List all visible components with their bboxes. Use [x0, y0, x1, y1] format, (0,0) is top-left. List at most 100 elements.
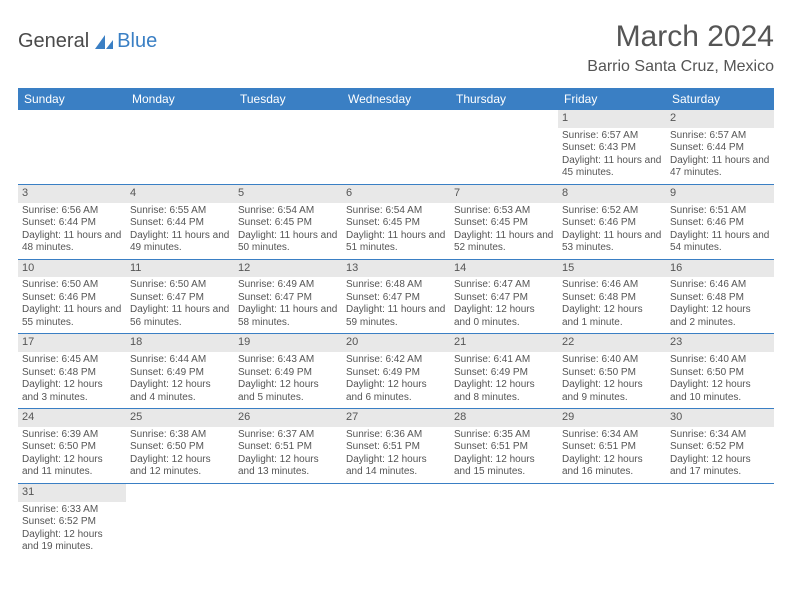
sunset: Sunset: 6:50 PM — [562, 367, 662, 380]
day-body: Sunrise: 6:37 AMSunset: 6:51 PMDaylight:… — [234, 427, 342, 483]
calendar-cell: 21Sunrise: 6:41 AMSunset: 6:49 PMDayligh… — [450, 334, 558, 409]
daylight: Daylight: 12 hours and 13 minutes. — [238, 454, 338, 479]
day-number: 19 — [234, 334, 342, 352]
header: General Blue March 2024 Barrio Santa Cru… — [18, 20, 774, 76]
sunset: Sunset: 6:44 PM — [670, 142, 770, 155]
day-number: 12 — [234, 260, 342, 278]
daylight: Daylight: 12 hours and 9 minutes. — [562, 379, 662, 404]
sunset: Sunset: 6:45 PM — [454, 217, 554, 230]
calendar-cell: 29Sunrise: 6:34 AMSunset: 6:51 PMDayligh… — [558, 409, 666, 484]
sunrise: Sunrise: 6:56 AM — [22, 205, 122, 218]
day-number: 10 — [18, 260, 126, 278]
calendar-cell: 2Sunrise: 6:57 AMSunset: 6:44 PMDaylight… — [666, 110, 774, 184]
sunrise: Sunrise: 6:52 AM — [562, 205, 662, 218]
weekday-header: Thursday — [450, 88, 558, 110]
calendar-cell: 27Sunrise: 6:36 AMSunset: 6:51 PMDayligh… — [342, 409, 450, 484]
daylight: Daylight: 12 hours and 10 minutes. — [670, 379, 770, 404]
calendar-cell: 11Sunrise: 6:50 AMSunset: 6:47 PMDayligh… — [126, 259, 234, 334]
day-body: Sunrise: 6:34 AMSunset: 6:51 PMDaylight:… — [558, 427, 666, 483]
day-body: Sunrise: 6:43 AMSunset: 6:49 PMDaylight:… — [234, 352, 342, 408]
day-number: 16 — [666, 260, 774, 278]
daylight: Daylight: 11 hours and 47 minutes. — [670, 155, 770, 180]
day-number: 9 — [666, 185, 774, 203]
sunrise: Sunrise: 6:43 AM — [238, 354, 338, 367]
day-number: 3 — [18, 185, 126, 203]
day-body: Sunrise: 6:50 AMSunset: 6:47 PMDaylight:… — [126, 277, 234, 333]
calendar-cell: 18Sunrise: 6:44 AMSunset: 6:49 PMDayligh… — [126, 334, 234, 409]
sunset: Sunset: 6:49 PM — [454, 367, 554, 380]
day-body: Sunrise: 6:49 AMSunset: 6:47 PMDaylight:… — [234, 277, 342, 333]
day-body: Sunrise: 6:40 AMSunset: 6:50 PMDaylight:… — [558, 352, 666, 408]
daylight: Daylight: 12 hours and 15 minutes. — [454, 454, 554, 479]
weekday-header: Sunday — [18, 88, 126, 110]
day-number: 4 — [126, 185, 234, 203]
day-body: Sunrise: 6:46 AMSunset: 6:48 PMDaylight:… — [666, 277, 774, 333]
sunrise: Sunrise: 6:47 AM — [454, 279, 554, 292]
sunset: Sunset: 6:51 PM — [454, 441, 554, 454]
sunrise: Sunrise: 6:57 AM — [562, 130, 662, 143]
sunrise: Sunrise: 6:42 AM — [346, 354, 446, 367]
day-body: Sunrise: 6:51 AMSunset: 6:46 PMDaylight:… — [666, 203, 774, 259]
day-body: Sunrise: 6:36 AMSunset: 6:51 PMDaylight:… — [342, 427, 450, 483]
logo-text-2: Blue — [117, 30, 157, 53]
daylight: Daylight: 11 hours and 53 minutes. — [562, 230, 662, 255]
day-number: 13 — [342, 260, 450, 278]
day-number: 30 — [666, 409, 774, 427]
sunrise: Sunrise: 6:44 AM — [130, 354, 230, 367]
sunrise: Sunrise: 6:40 AM — [670, 354, 770, 367]
sunrise: Sunrise: 6:45 AM — [22, 354, 122, 367]
sunset: Sunset: 6:50 PM — [670, 367, 770, 380]
calendar-cell: .. — [126, 483, 234, 557]
calendar-cell: 9Sunrise: 6:51 AMSunset: 6:46 PMDaylight… — [666, 184, 774, 259]
day-number: 26 — [234, 409, 342, 427]
daylight: Daylight: 11 hours and 52 minutes. — [454, 230, 554, 255]
weekday-header: Wednesday — [342, 88, 450, 110]
day-number: 5 — [234, 185, 342, 203]
daylight: Daylight: 12 hours and 12 minutes. — [130, 454, 230, 479]
day-body: Sunrise: 6:56 AMSunset: 6:44 PMDaylight:… — [18, 203, 126, 259]
day-body: Sunrise: 6:48 AMSunset: 6:47 PMDaylight:… — [342, 277, 450, 333]
calendar-cell: 22Sunrise: 6:40 AMSunset: 6:50 PMDayligh… — [558, 334, 666, 409]
day-number: 11 — [126, 260, 234, 278]
day-number: 6 — [342, 185, 450, 203]
day-number: 15 — [558, 260, 666, 278]
calendar-cell: 14Sunrise: 6:47 AMSunset: 6:47 PMDayligh… — [450, 259, 558, 334]
sunset: Sunset: 6:48 PM — [670, 292, 770, 305]
sunrise: Sunrise: 6:48 AM — [346, 279, 446, 292]
daylight: Daylight: 11 hours and 58 minutes. — [238, 304, 338, 329]
sunset: Sunset: 6:52 PM — [22, 516, 122, 529]
day-body: Sunrise: 6:55 AMSunset: 6:44 PMDaylight:… — [126, 203, 234, 259]
calendar-cell: 26Sunrise: 6:37 AMSunset: 6:51 PMDayligh… — [234, 409, 342, 484]
calendar-row: 31Sunrise: 6:33 AMSunset: 6:52 PMDayligh… — [18, 483, 774, 557]
sunrise: Sunrise: 6:37 AM — [238, 429, 338, 442]
day-body: Sunrise: 6:34 AMSunset: 6:52 PMDaylight:… — [666, 427, 774, 483]
day-number: 29 — [558, 409, 666, 427]
day-body: Sunrise: 6:57 AMSunset: 6:44 PMDaylight:… — [666, 128, 774, 184]
calendar-row: 17Sunrise: 6:45 AMSunset: 6:48 PMDayligh… — [18, 334, 774, 409]
calendar-cell: .. — [450, 483, 558, 557]
calendar-cell: 28Sunrise: 6:35 AMSunset: 6:51 PMDayligh… — [450, 409, 558, 484]
daylight: Daylight: 11 hours and 56 minutes. — [130, 304, 230, 329]
sunset: Sunset: 6:47 PM — [346, 292, 446, 305]
day-body: Sunrise: 6:52 AMSunset: 6:46 PMDaylight:… — [558, 203, 666, 259]
calendar-cell: 23Sunrise: 6:40 AMSunset: 6:50 PMDayligh… — [666, 334, 774, 409]
sunset: Sunset: 6:51 PM — [562, 441, 662, 454]
calendar-cell: 7Sunrise: 6:53 AMSunset: 6:45 PMDaylight… — [450, 184, 558, 259]
calendar-cell: 4Sunrise: 6:55 AMSunset: 6:44 PMDaylight… — [126, 184, 234, 259]
calendar-cell: .. — [558, 483, 666, 557]
calendar-cell: 25Sunrise: 6:38 AMSunset: 6:50 PMDayligh… — [126, 409, 234, 484]
sunset: Sunset: 6:48 PM — [22, 367, 122, 380]
sunrise: Sunrise: 6:38 AM — [130, 429, 230, 442]
title-block: March 2024 Barrio Santa Cruz, Mexico — [587, 20, 774, 76]
sunrise: Sunrise: 6:50 AM — [130, 279, 230, 292]
calendar-cell: 31Sunrise: 6:33 AMSunset: 6:52 PMDayligh… — [18, 483, 126, 557]
sunrise: Sunrise: 6:46 AM — [670, 279, 770, 292]
calendar-cell: 17Sunrise: 6:45 AMSunset: 6:48 PMDayligh… — [18, 334, 126, 409]
weekday-header: Tuesday — [234, 88, 342, 110]
calendar-cell: 10Sunrise: 6:50 AMSunset: 6:46 PMDayligh… — [18, 259, 126, 334]
calendar-cell: 13Sunrise: 6:48 AMSunset: 6:47 PMDayligh… — [342, 259, 450, 334]
daylight: Daylight: 12 hours and 1 minute. — [562, 304, 662, 329]
day-number: 20 — [342, 334, 450, 352]
sunset: Sunset: 6:47 PM — [130, 292, 230, 305]
day-number: 25 — [126, 409, 234, 427]
